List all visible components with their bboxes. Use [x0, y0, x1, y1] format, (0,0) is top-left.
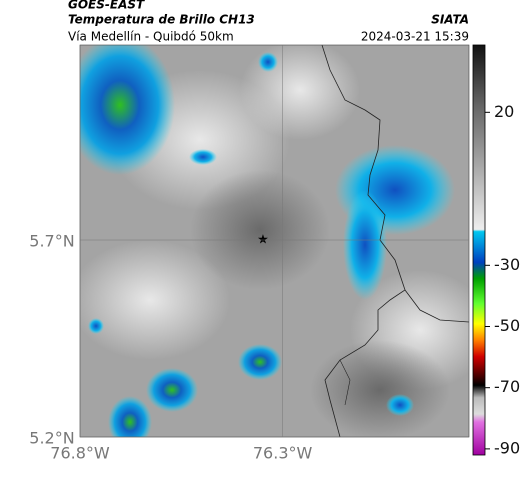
source: GOES-EAST	[68, 0, 145, 12]
colorbar-tick-label: 20	[494, 102, 514, 121]
colorbar	[472, 44, 486, 456]
y-tick-label: 5.2°N	[29, 429, 74, 448]
timestamp: 2024-03-21 15:39	[361, 30, 469, 44]
y-tick-label: 5.7°N	[29, 232, 74, 251]
agency: SIATA	[431, 13, 469, 27]
colorbar-tick-label: -30	[494, 255, 520, 274]
header: GOES-EAST Temperatura de Brillo CH13 SIA…	[68, 0, 469, 44]
satellite-image	[80, 45, 469, 437]
colorbar-tick-label: -50	[494, 316, 520, 335]
x-tick-label: 76.8°W	[50, 444, 110, 463]
colorbar-tick-label: -90	[494, 438, 520, 457]
x-tick-label: 76.3°W	[253, 444, 313, 463]
product: Temperatura de Brillo CH13	[68, 13, 255, 27]
colorbar-tick-label: -70	[494, 377, 520, 396]
route: Vía Medellín - Quibdó 50km	[68, 30, 234, 44]
